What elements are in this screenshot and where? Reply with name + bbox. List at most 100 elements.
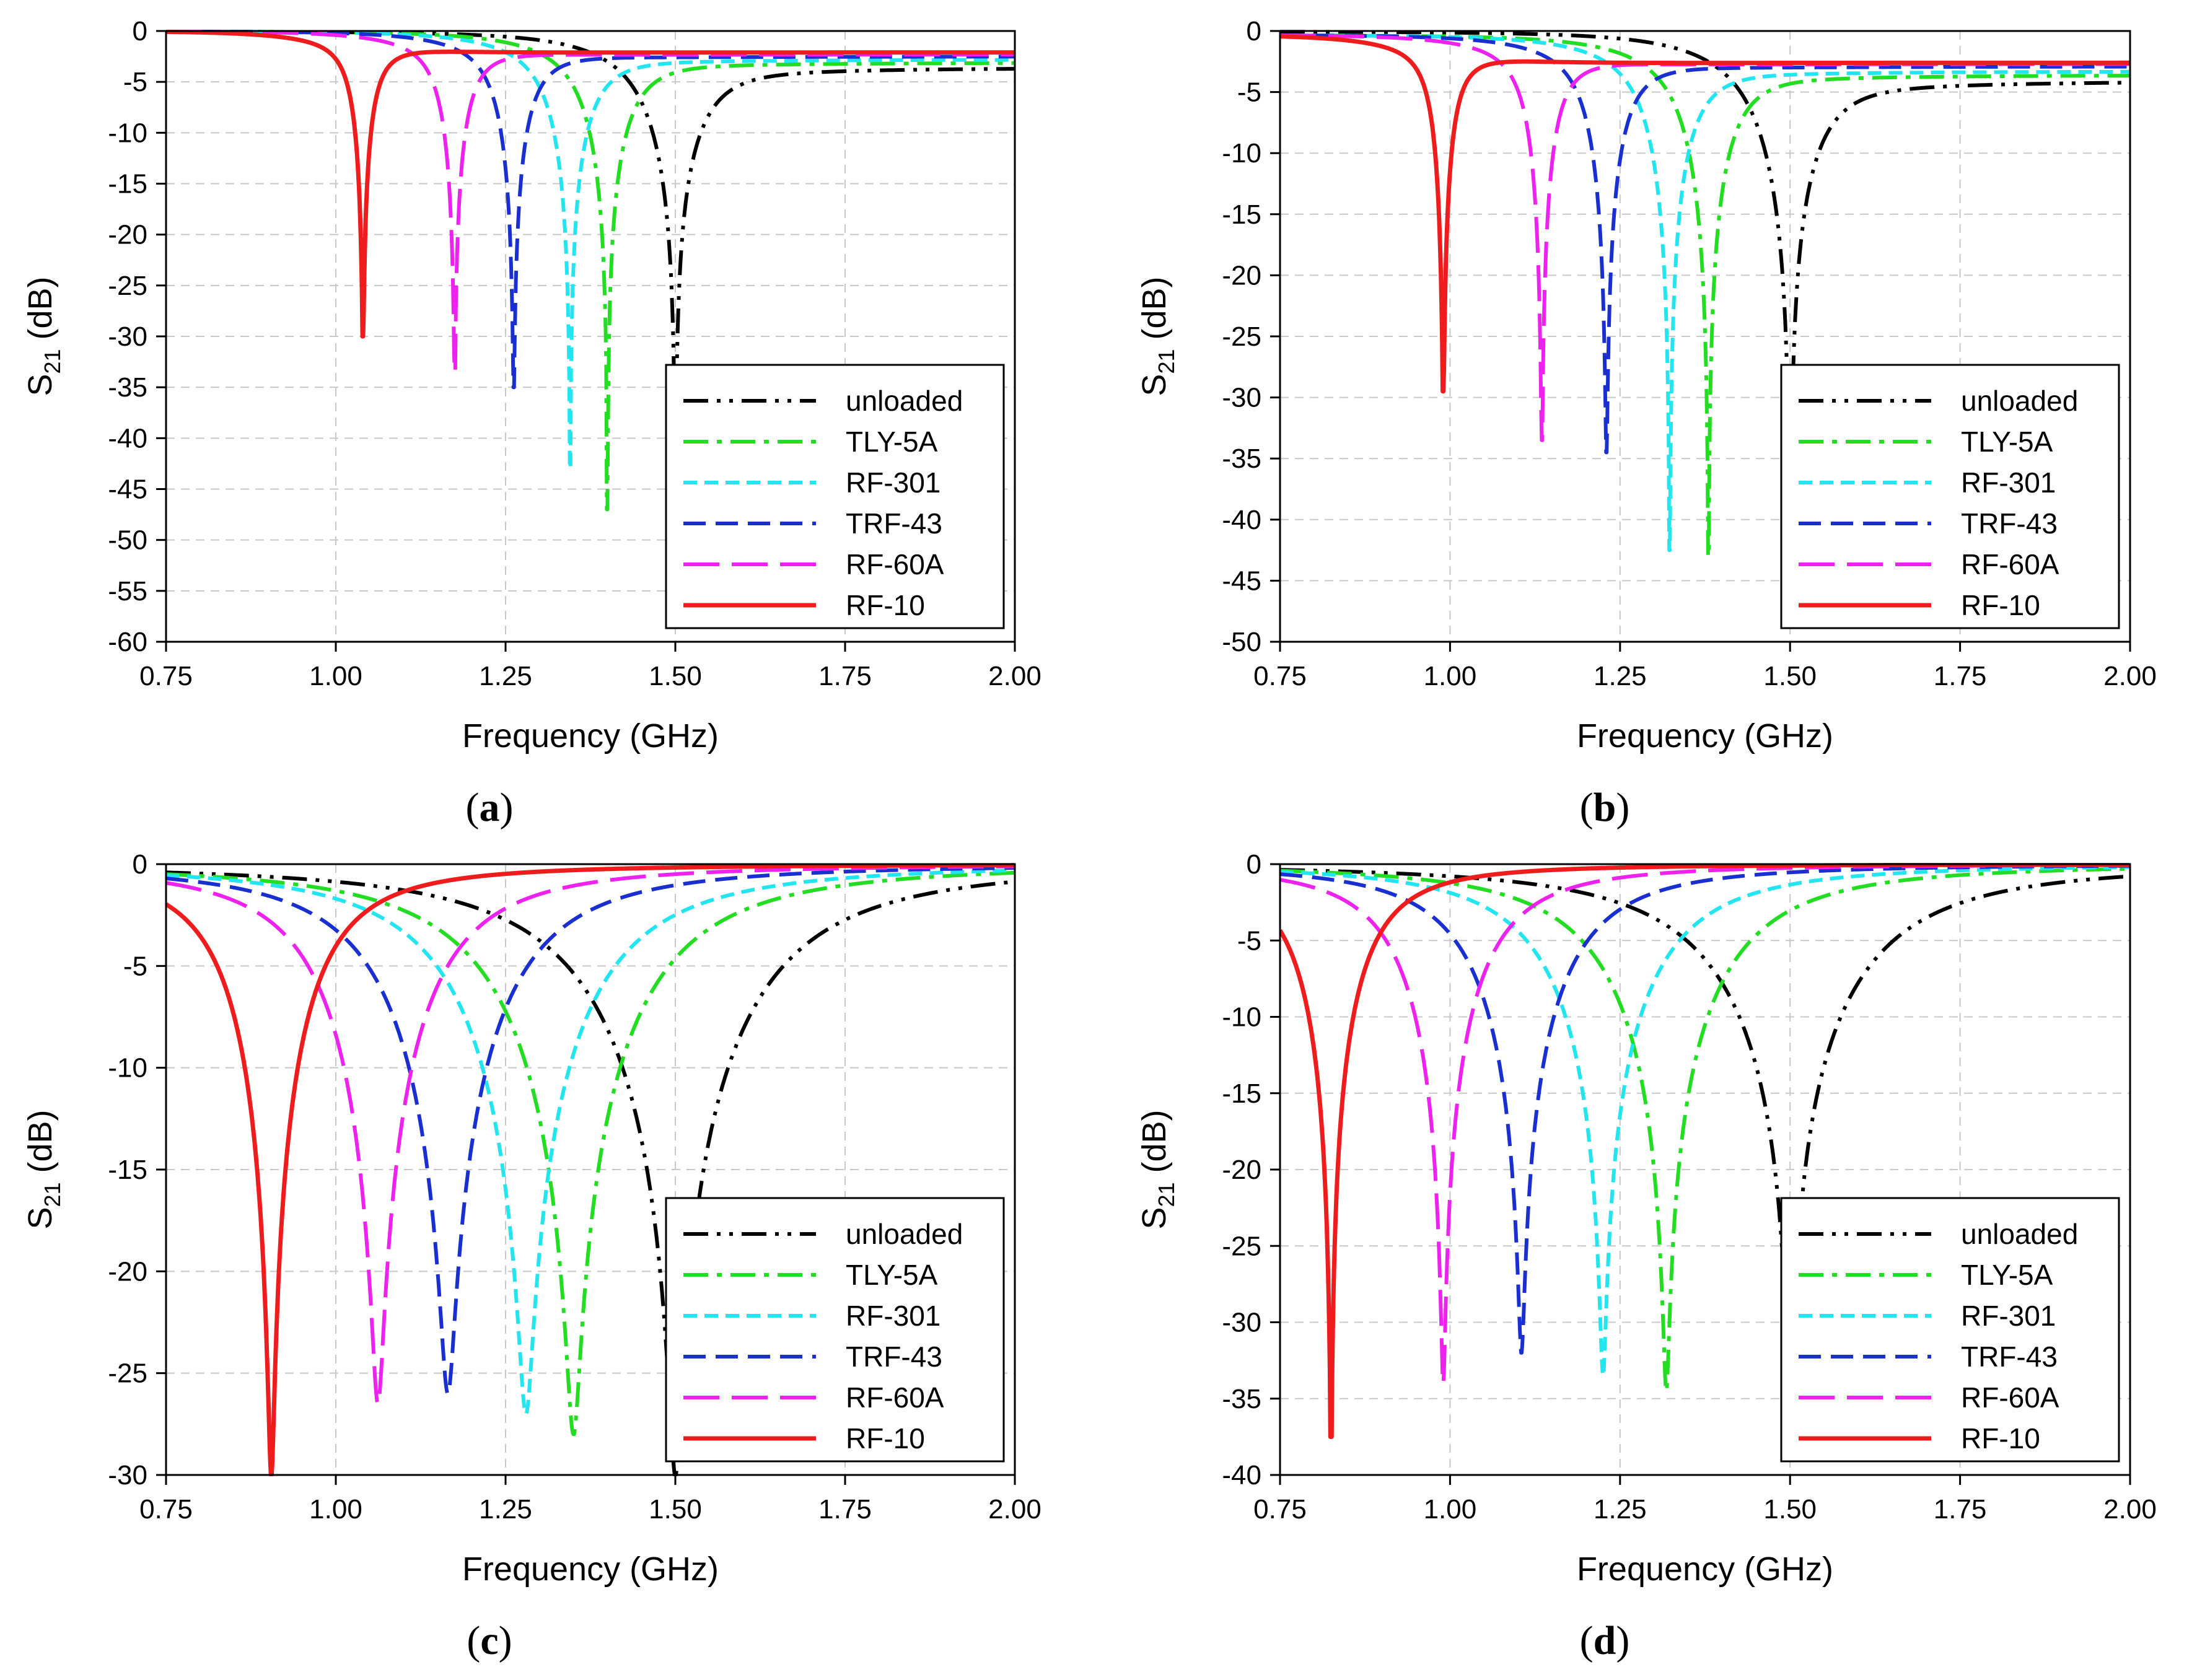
y-tick-label: -40 xyxy=(1222,1460,1261,1490)
y-axis-label: S21 (dB) xyxy=(1136,1109,1179,1229)
panel-label: (d) xyxy=(1580,1618,1630,1663)
y-tick-label: -20 xyxy=(108,1256,147,1287)
x-tick-label: 1.00 xyxy=(1424,661,1477,691)
legend-label-trf-43: TRF-43 xyxy=(1961,507,2058,540)
y-tick-label: -25 xyxy=(108,271,147,301)
panel-label-open: ( xyxy=(466,785,480,830)
y-tick-label: 0 xyxy=(1247,16,1261,46)
legend-label-tly-5a: TLY-5A xyxy=(1961,426,2053,458)
y-tick-label: 0 xyxy=(133,849,147,880)
legend-label-unloaded: unloaded xyxy=(1961,385,2078,417)
chart-panel-4: 0.75 1.00 1.25 1.50 1.75 2.00 0 -5 -10 -15 -20 -25 -… xyxy=(1136,849,2157,1663)
y-axis-label-main: S xyxy=(22,374,59,396)
y-tick-label: 0 xyxy=(133,16,147,46)
x-axis-label: Frequency (GHz) xyxy=(462,717,719,755)
y-tick-label: -60 xyxy=(108,627,147,657)
legend-label-rf-301: RF-301 xyxy=(846,466,941,499)
y-tick-label: -10 xyxy=(108,1053,147,1083)
legend-label-rf-60a: RF-60A xyxy=(1961,548,2059,580)
y-axis-label: S21 (dB) xyxy=(22,1109,65,1229)
x-tick-label: 1.50 xyxy=(1763,1494,1817,1525)
legend-label-rf-10: RF-10 xyxy=(846,1422,925,1455)
y-axis-label-unit: (dB) xyxy=(1136,1109,1173,1182)
y-axis-label-subscript: 21 xyxy=(40,1182,65,1207)
x-tick-label: 0.75 xyxy=(139,661,193,691)
y-tick-label: -25 xyxy=(1222,1231,1261,1261)
series-line-unloaded xyxy=(166,870,1015,1476)
y-tick-label: -10 xyxy=(108,118,147,148)
x-tick-label: 2.00 xyxy=(2103,661,2157,691)
series-line-trf-43 xyxy=(166,30,1015,390)
y-tick-label: -50 xyxy=(1222,627,1261,657)
x-tick-label: 1.50 xyxy=(649,661,702,691)
y-tick-label: -40 xyxy=(1222,505,1261,535)
y-axis-label-subscript: 21 xyxy=(1154,349,1179,374)
legend-box xyxy=(665,1197,1005,1463)
series-lines xyxy=(166,30,1015,608)
legend: unloaded TLY-5A RF-301 TRF-43 RF-60A RF-10 xyxy=(1780,364,2120,629)
y-tick-label: -15 xyxy=(1222,199,1261,230)
legend-label-trf-43: TRF-43 xyxy=(1961,1341,2058,1373)
y-tick-label: -35 xyxy=(1222,1384,1261,1414)
y-axis-label-subscript: 21 xyxy=(1154,1182,1179,1207)
legend-label-unloaded: unloaded xyxy=(846,385,963,417)
series-line-rf-301 xyxy=(166,30,1015,471)
series-lines xyxy=(1280,30,2130,607)
legend-label-rf-301: RF-301 xyxy=(1961,1300,2056,1332)
panel-label: (b) xyxy=(1580,785,1630,830)
legend-label-rf-301: RF-301 xyxy=(1961,466,2056,499)
y-tick-label: -10 xyxy=(1222,138,1261,168)
y-tick-label: -30 xyxy=(1222,1308,1261,1338)
x-tick-label: 2.00 xyxy=(2103,1494,2157,1525)
x-tick-label: 1.50 xyxy=(649,1494,702,1525)
legend-label-tly-5a: TLY-5A xyxy=(1961,1259,2053,1291)
x-tick-label: 0.75 xyxy=(1253,661,1307,691)
y-tick-label: -45 xyxy=(1222,566,1261,596)
y-tick-label: -10 xyxy=(1222,1002,1261,1033)
panel-label-close: ) xyxy=(1616,1618,1629,1663)
y-tick-label: 0 xyxy=(1247,849,1261,880)
x-tick-label: 1.00 xyxy=(309,661,362,691)
x-axis-label: Frequency (GHz) xyxy=(1577,1551,1833,1588)
y-axis-label: S21 (dB) xyxy=(1136,276,1179,396)
legend-label-unloaded: unloaded xyxy=(1961,1218,2078,1250)
x-tick-label: 0.75 xyxy=(1253,1494,1307,1525)
chart-panel-3: 0.75 1.00 1.25 1.50 1.75 2.00 0 -5 -10 -15 -20 -25 -… xyxy=(22,849,1041,1663)
y-tick-label: -5 xyxy=(1237,77,1261,108)
series-line-trf-43 xyxy=(1280,33,2130,455)
x-tick-label: 0.75 xyxy=(139,1494,193,1525)
legend-label-unloaded: unloaded xyxy=(846,1218,963,1250)
y-tick-label: -20 xyxy=(1222,1155,1261,1185)
panel-label-letter: c xyxy=(480,1618,498,1663)
panel-label: (a) xyxy=(466,785,514,830)
y-tick-label: -5 xyxy=(123,951,147,981)
y-axis-label-unit: (dB) xyxy=(1136,276,1173,349)
y-tick-label: -50 xyxy=(108,525,147,556)
series-line-trf-43 xyxy=(166,866,1015,1396)
y-axis-label-main: S xyxy=(1136,1207,1173,1230)
y-tick-label: -30 xyxy=(108,322,147,352)
x-axis-label: Frequency (GHz) xyxy=(462,1551,719,1588)
y-axis-label-unit: (dB) xyxy=(22,276,59,349)
panel-label-open: ( xyxy=(1580,1618,1594,1663)
series-lines xyxy=(166,863,1015,1476)
x-tick-label: 1.25 xyxy=(1594,661,1647,691)
legend-label-tly-5a: TLY-5A xyxy=(846,426,938,458)
x-tick-label: 1.75 xyxy=(1934,661,1987,691)
y-tick-label: -35 xyxy=(108,372,147,403)
legend-label-rf-60a: RF-60A xyxy=(846,1381,944,1414)
legend: unloaded TLY-5A RF-301 TRF-43 RF-60A RF-10 xyxy=(1780,1197,2120,1463)
legend-label-trf-43: TRF-43 xyxy=(846,1341,942,1373)
x-tick-label: 1.50 xyxy=(1763,661,1817,691)
x-tick-label: 2.00 xyxy=(988,661,1041,691)
x-axis-label: Frequency (GHz) xyxy=(1577,717,1833,755)
legend-label-rf-10: RF-10 xyxy=(846,589,925,621)
y-tick-label: -30 xyxy=(108,1460,147,1490)
y-tick-label: -25 xyxy=(1222,322,1261,352)
legend-label-tly-5a: TLY-5A xyxy=(846,1259,938,1291)
chart-panel-2: 0.75 1.00 1.25 1.50 1.75 2.00 0 -5 -10 -15 -20 -25 -… xyxy=(1136,16,2157,830)
y-tick-label: -5 xyxy=(123,67,147,97)
y-tick-label: -30 xyxy=(1222,383,1261,413)
legend-box xyxy=(1780,1197,2120,1463)
x-tick-label: 1.75 xyxy=(1934,1494,1987,1525)
